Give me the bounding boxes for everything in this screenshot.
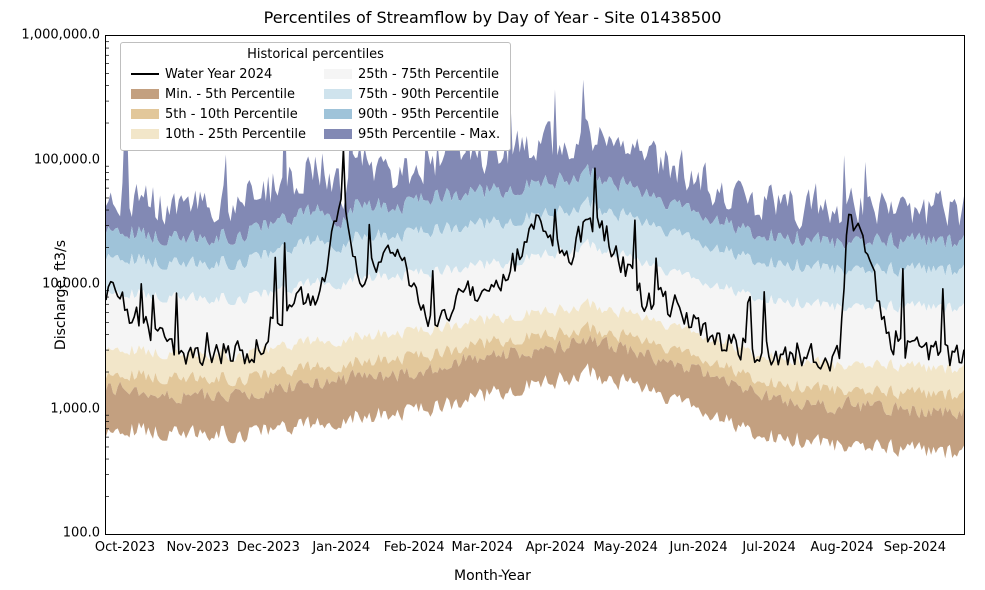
legend-item: 95th Percentile - Max. <box>324 124 500 144</box>
legend-item: 25th - 75th Percentile <box>324 64 500 84</box>
chart-container: Percentiles of Streamflow by Day of Year… <box>0 0 985 590</box>
y-tick-label: 100,000.0 <box>5 152 100 167</box>
x-tick-label: Mar-2024 <box>452 540 513 555</box>
legend-item: 90th - 95th Percentile <box>324 104 500 124</box>
y-tick-label: 1,000,000.0 <box>5 28 100 43</box>
legend-column: 25th - 75th Percentile 75th - 90th Percen… <box>324 64 500 144</box>
legend-band-swatch <box>324 109 352 119</box>
x-tick-label: Jan-2024 <box>312 540 370 555</box>
legend-band-swatch <box>131 89 159 99</box>
legend: Historical percentiles Water Year 2024 Mi… <box>120 42 511 151</box>
x-tick-label: May-2024 <box>593 540 657 555</box>
x-tick-label: Oct-2023 <box>95 540 155 555</box>
legend-label: 90th - 95th Percentile <box>358 107 499 122</box>
legend-label: 5th - 10th Percentile <box>165 107 298 122</box>
x-tick-label: Jul-2024 <box>742 540 795 555</box>
legend-label: Min. - 5th Percentile <box>165 87 295 102</box>
legend-band-swatch <box>324 89 352 99</box>
legend-label: 25th - 75th Percentile <box>358 67 499 82</box>
legend-band-swatch <box>324 69 352 79</box>
legend-label: 10th - 25th Percentile <box>165 127 306 142</box>
legend-item: 75th - 90th Percentile <box>324 84 500 104</box>
x-tick-label: Nov-2023 <box>166 540 229 555</box>
x-tick-label: Aug-2024 <box>810 540 873 555</box>
legend-band-swatch <box>131 129 159 139</box>
x-tick-label: Jun-2024 <box>670 540 728 555</box>
y-tick-label: 10,000.0 <box>5 277 100 292</box>
y-axis-label: Discharge, ft3/s <box>53 240 69 350</box>
legend-item: 10th - 25th Percentile <box>131 124 306 144</box>
legend-band-swatch <box>324 129 352 139</box>
x-tick-label: Sep-2024 <box>884 540 946 555</box>
legend-label: Water Year 2024 <box>165 67 272 82</box>
x-axis-label: Month-Year <box>0 568 985 584</box>
y-tick-label: 100.0 <box>5 526 100 541</box>
legend-title: Historical percentiles <box>131 47 500 62</box>
legend-item: Water Year 2024 <box>131 64 306 84</box>
chart-title: Percentiles of Streamflow by Day of Year… <box>0 8 985 27</box>
legend-column: Water Year 2024 Min. - 5th Percentile 5th … <box>131 64 306 144</box>
legend-label: 95th Percentile - Max. <box>358 127 500 142</box>
x-tick-label: Apr-2024 <box>525 540 584 555</box>
legend-item: 5th - 10th Percentile <box>131 104 306 124</box>
legend-line-swatch <box>131 73 159 75</box>
x-tick-label: Feb-2024 <box>384 540 445 555</box>
y-tick-label: 1,000.0 <box>5 401 100 416</box>
x-tick-label: Dec-2023 <box>237 540 300 555</box>
legend-label: 75th - 90th Percentile <box>358 87 499 102</box>
legend-item: Min. - 5th Percentile <box>131 84 306 104</box>
legend-band-swatch <box>131 109 159 119</box>
